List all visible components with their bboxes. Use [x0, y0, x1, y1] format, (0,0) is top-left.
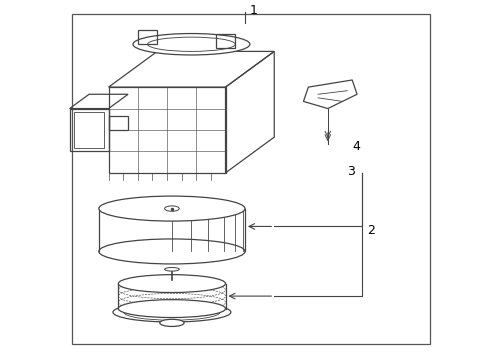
Text: 2: 2	[367, 224, 375, 237]
Ellipse shape	[133, 33, 250, 55]
Ellipse shape	[160, 319, 184, 327]
Ellipse shape	[165, 206, 179, 211]
Ellipse shape	[123, 304, 220, 320]
Text: 3: 3	[347, 165, 355, 177]
Text: 4: 4	[352, 140, 360, 153]
Text: 1: 1	[250, 4, 258, 17]
Ellipse shape	[99, 239, 245, 264]
Ellipse shape	[147, 37, 235, 51]
Ellipse shape	[165, 267, 179, 271]
Ellipse shape	[118, 300, 225, 318]
Ellipse shape	[113, 302, 231, 322]
Ellipse shape	[118, 275, 225, 293]
Bar	[72, 14, 430, 344]
Ellipse shape	[99, 196, 245, 221]
